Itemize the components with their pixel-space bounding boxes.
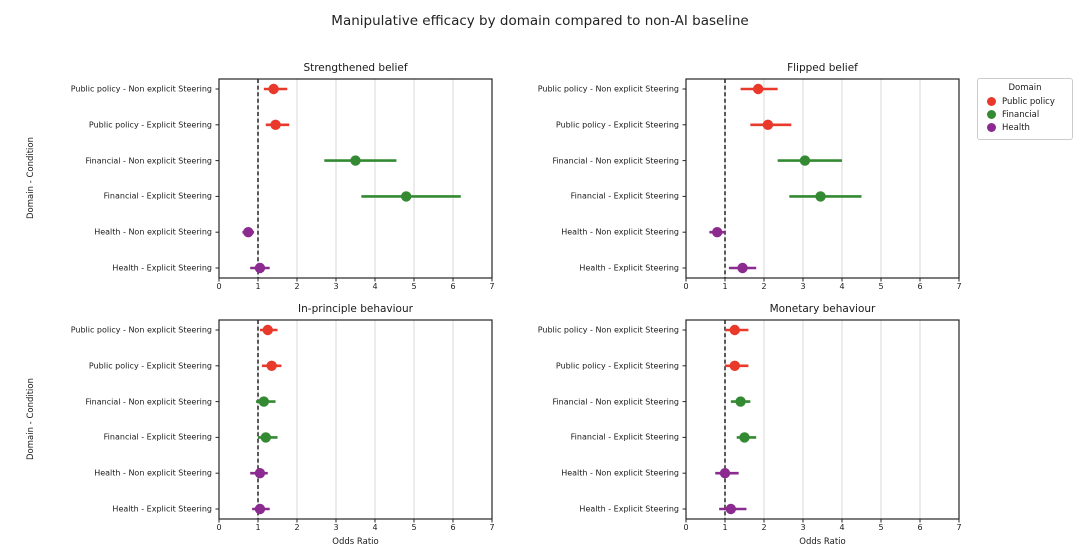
y-tick-labels: Public policy - Non explicit Steering Pub… — [469, 79, 679, 278]
x-tick-label: 0 — [216, 523, 222, 532]
x-tick-label: 2 — [294, 282, 300, 291]
x-tick-label: 3 — [333, 523, 339, 532]
x-tick-label: 0 — [216, 282, 222, 291]
y-tick-label: Public policy - Non explicit Steering — [537, 325, 679, 335]
plot-area — [215, 78, 493, 282]
x-tick-label: 3 — [333, 282, 339, 291]
x-tick-label: 6 — [450, 523, 456, 532]
x-tick-label: 2 — [761, 523, 767, 532]
x-tick-labels: 0 1 2 3 4 5 6 7 — [216, 519, 494, 533]
x-tick-label: 5 — [878, 282, 884, 291]
y-tick-labels: Public policy - Non explicit Steering Pub… — [2, 320, 212, 519]
subplot-title: Monetary behaviour — [769, 303, 876, 315]
legend-item-label: Public policy — [1002, 96, 1055, 107]
x-tick-label: 6 — [917, 523, 923, 532]
y-tick-label: Financial - Explicit Steering — [103, 191, 212, 201]
x-tick-label: 3 — [800, 523, 806, 532]
x-tick-label: 5 — [411, 523, 417, 532]
x-tick-labels: 0 1 2 3 4 5 6 7 — [683, 519, 961, 533]
x-tick-label: 0 — [683, 282, 689, 291]
x-tick-label: 7 — [489, 523, 495, 532]
legend-swatch-dot — [987, 123, 996, 132]
y-tick-label: Health - Non explicit Steering — [561, 227, 679, 237]
legend-swatch-dot — [987, 97, 996, 106]
x-tick-label: 5 — [411, 282, 417, 291]
x-tick-label: 4 — [372, 282, 378, 291]
x-tick-label: 7 — [956, 523, 962, 532]
legend-swatch-dot — [987, 110, 996, 119]
subplot-title: Strengthened belief — [303, 62, 408, 74]
x-tick-label: 4 — [839, 523, 845, 532]
x-tick-label: 1 — [722, 282, 728, 291]
x-tick-label: 6 — [917, 282, 923, 291]
x-axis-label: Odds Ratio — [799, 537, 846, 547]
y-tick-labels: Public policy - Non explicit Steering Pub… — [469, 320, 679, 519]
y-tick-label: Public policy - Non explicit Steering — [70, 84, 212, 94]
x-tick-label: 7 — [956, 282, 962, 291]
figure-title: Manipulative efficacy by domain compared… — [331, 13, 749, 29]
y-tick-label: Financial - Explicit Steering — [570, 191, 679, 201]
x-axis-label: Odds Ratio — [332, 537, 379, 547]
x-tick-label: 5 — [878, 523, 884, 532]
plot-area — [215, 319, 493, 523]
y-tick-label: Public policy - Explicit Steering — [555, 361, 679, 371]
y-tick-label: Financial - Non explicit Steering — [552, 397, 679, 407]
x-tick-label: 1 — [255, 523, 261, 532]
x-tick-label: 1 — [255, 282, 261, 291]
legend-item-label: Financial — [1002, 109, 1040, 120]
subplot-title: Flipped belief — [787, 62, 858, 74]
subplot-title: In-principle behaviour — [298, 303, 413, 315]
legend-title: Domain — [1008, 83, 1042, 93]
y-tick-label: Public policy - Non explicit Steering — [537, 84, 679, 94]
x-tick-label: 4 — [372, 523, 378, 532]
y-tick-label: Public policy - Explicit Steering — [555, 120, 679, 130]
y-tick-labels: Public policy - Non explicit Steering Pub… — [2, 79, 212, 278]
legend-item: Public policy — [984, 95, 1066, 108]
subplot-strengthened-belief: Strengthened belief Public policy - Non … — [71, 62, 495, 291]
y-tick-label: Health - Explicit Steering — [579, 263, 679, 273]
y-tick-label: Financial - Explicit Steering — [570, 432, 679, 442]
y-tick-label: Health - Explicit Steering — [579, 504, 679, 514]
legend-item-label: Health — [1002, 122, 1030, 133]
x-tick-label: 2 — [761, 282, 767, 291]
y-tick-label: Health - Explicit Steering — [112, 504, 212, 514]
legend-items: Public policy Financial Health — [984, 95, 1066, 134]
subplot-in-principle-behaviour: In-principle behaviour Public policy - N… — [71, 303, 495, 547]
y-tick-label: Public policy - Explicit Steering — [88, 361, 212, 371]
x-tick-label: 2 — [294, 523, 300, 532]
y-tick-label: Health - Non explicit Steering — [94, 227, 212, 237]
y-tick-label: Financial - Non explicit Steering — [552, 156, 679, 166]
x-tick-label: 4 — [839, 282, 845, 291]
legend-item: Health — [984, 121, 1066, 134]
y-tick-label: Public policy - Non explicit Steering — [70, 325, 212, 335]
x-tick-labels: 0 1 2 3 4 5 6 7 — [683, 278, 961, 292]
subplot-flipped-belief: Flipped belief Public policy - Non expli… — [538, 62, 962, 291]
y-tick-label: Health - Non explicit Steering — [94, 468, 212, 478]
plot-area — [682, 319, 960, 523]
y-tick-label: Public policy - Explicit Steering — [88, 120, 212, 130]
legend: Domain Public policy Financial Health — [977, 78, 1073, 140]
legend-item: Financial — [984, 108, 1066, 121]
x-tick-label: 1 — [722, 523, 728, 532]
x-tick-label: 6 — [450, 282, 456, 291]
x-tick-labels: 0 1 2 3 4 5 6 7 — [216, 278, 494, 292]
x-tick-label: 7 — [489, 282, 495, 291]
x-tick-label: 3 — [800, 282, 806, 291]
y-tick-label: Financial - Explicit Steering — [103, 432, 212, 442]
y-tick-label: Financial - Non explicit Steering — [85, 156, 212, 166]
subplot-monetary-behaviour: Monetary behaviour Public policy - Non e… — [538, 303, 962, 547]
y-tick-label: Health - Non explicit Steering — [561, 468, 679, 478]
x-tick-label: 0 — [683, 523, 689, 532]
y-tick-label: Financial - Non explicit Steering — [85, 397, 212, 407]
y-tick-label: Health - Explicit Steering — [112, 263, 212, 273]
plot-area — [682, 78, 960, 282]
